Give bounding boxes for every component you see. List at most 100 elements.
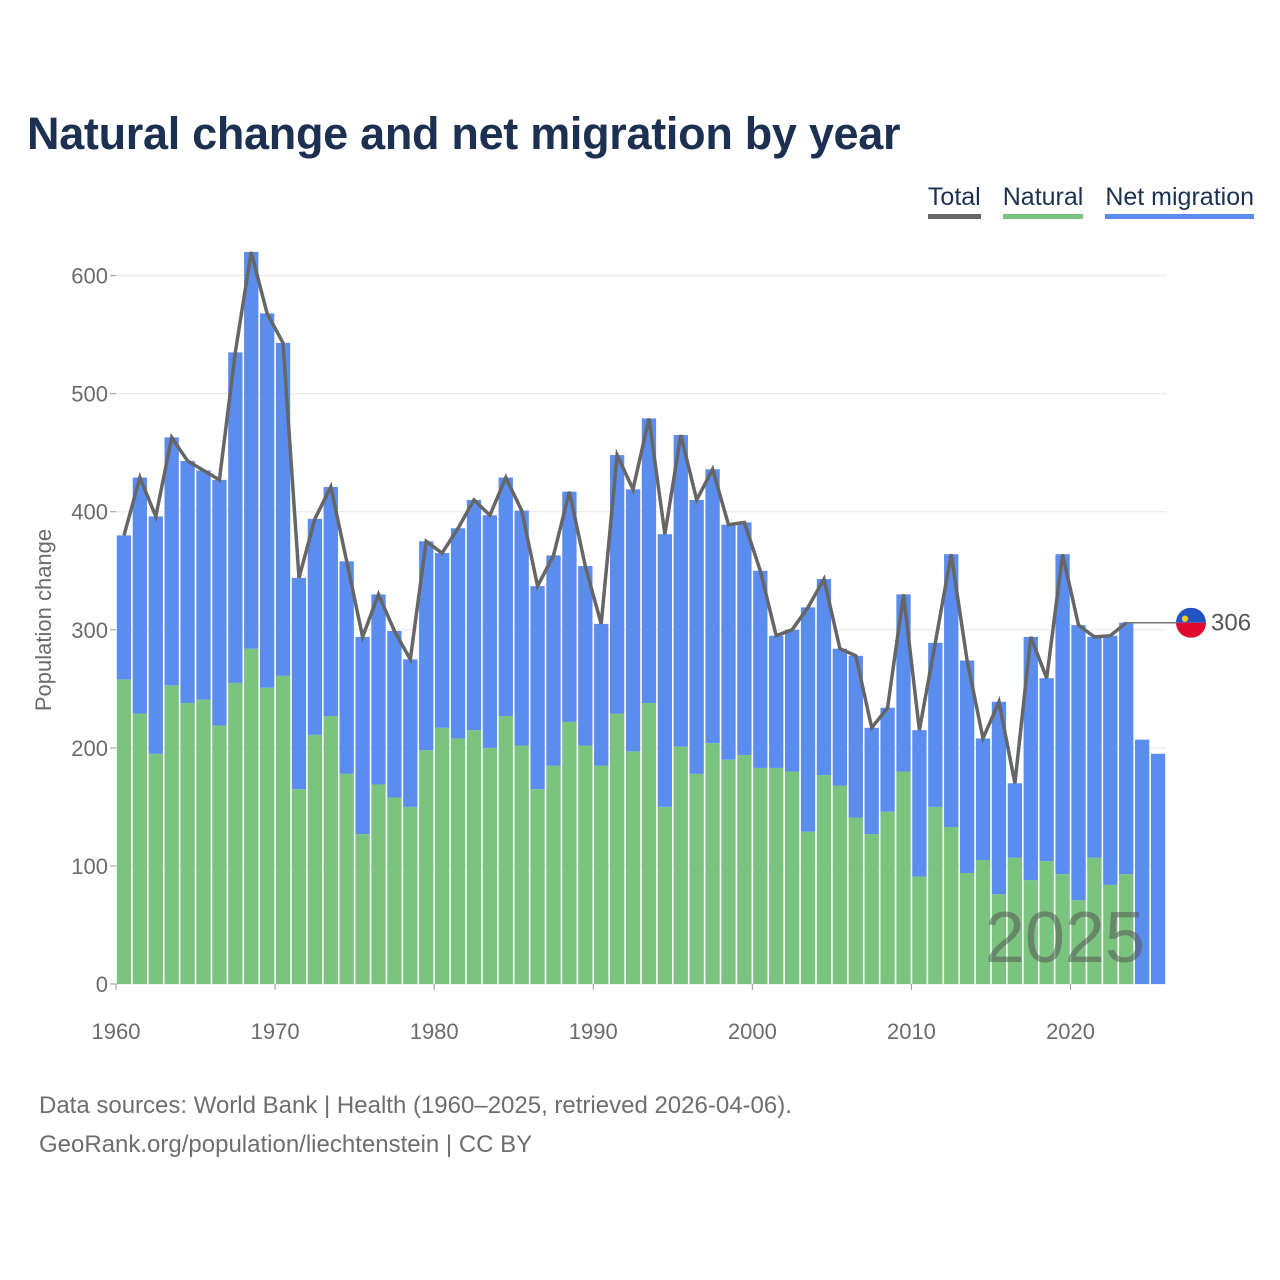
bar-migration-2020 xyxy=(1071,625,1086,901)
bar-migration-1993 xyxy=(641,418,657,704)
bar-natural-1983 xyxy=(482,747,498,984)
legend: Total Natural Net migration xyxy=(927,183,1254,219)
bar-natural-2019 xyxy=(1055,874,1070,984)
bar-natural-2012 xyxy=(944,826,959,984)
bar-natural-1999 xyxy=(737,754,752,984)
footer-sources: Data sources: World Bank | Health (1960–… xyxy=(39,1092,792,1119)
bar-migration-1990 xyxy=(594,623,609,766)
bar-migration-2010 xyxy=(912,730,927,877)
bar-natural-1969 xyxy=(259,687,275,984)
bar-natural-2021 xyxy=(1087,857,1102,984)
bar-migration-2017 xyxy=(1023,636,1038,881)
bar-natural-2005 xyxy=(832,785,848,984)
bar-migration-1994 xyxy=(657,534,673,807)
x-tick-label: 1990 xyxy=(569,1019,618,1044)
bar-natural-1965 xyxy=(196,699,211,984)
x-tick-label: 1980 xyxy=(410,1019,459,1044)
legend-item-net-migration[interactable]: Net migration xyxy=(1105,183,1254,219)
bar-natural-1980 xyxy=(434,727,450,984)
bar-migration-1981 xyxy=(450,528,466,739)
bar-natural-2003 xyxy=(800,831,816,984)
bar-migration-1984 xyxy=(498,477,513,716)
bar-natural-1985 xyxy=(514,745,529,984)
bar-migration-1961 xyxy=(132,477,148,714)
bar-migration-1968 xyxy=(244,252,259,649)
bar-natural-1986 xyxy=(530,789,545,984)
bar-migration-2000 xyxy=(753,570,768,768)
bar-migration-1971 xyxy=(291,577,307,790)
bar-migration-1970 xyxy=(275,342,291,676)
bar-migration-1967 xyxy=(228,352,243,683)
bar-migration-2008 xyxy=(880,707,895,812)
bar-migration-1965 xyxy=(196,470,211,700)
bar-natural-1987 xyxy=(546,765,561,984)
bar-migration-1977 xyxy=(387,630,402,798)
bar-natural-1993 xyxy=(641,703,657,984)
bar-migration-1964 xyxy=(180,460,195,704)
bar-migration-2019 xyxy=(1055,554,1070,875)
total-line-group xyxy=(122,251,1128,784)
bar-natural-1974 xyxy=(339,773,354,984)
bar-migration-1972 xyxy=(307,518,323,735)
flag-red xyxy=(1176,622,1206,638)
x-tick-label: 1960 xyxy=(92,1019,141,1044)
bar-natural-2023 xyxy=(1119,874,1134,984)
legend-item-natural[interactable]: Natural xyxy=(1002,183,1084,219)
bar-natural-1966 xyxy=(212,725,227,984)
bar-migration-2004 xyxy=(816,579,832,776)
bar-natural-2014 xyxy=(975,860,991,984)
bar-migration-1963 xyxy=(164,437,179,686)
bar-migration-1998 xyxy=(721,524,736,760)
flag-blue xyxy=(1176,607,1206,623)
flag-crown xyxy=(1181,615,1189,622)
footer-attribution[interactable]: GeoRank.org/population/liechtenstein | C… xyxy=(39,1131,533,1158)
bar-natural-2001 xyxy=(769,767,784,984)
bar-natural-1988 xyxy=(562,721,577,984)
bar-migration-1980 xyxy=(434,553,450,728)
bar-natural-1979 xyxy=(419,750,434,984)
bar-migration-2011 xyxy=(928,642,943,807)
bar-natural-1992 xyxy=(625,751,641,984)
bar-natural-2018 xyxy=(1039,861,1054,984)
bar-natural-1994 xyxy=(657,806,673,984)
bar-migration-1969 xyxy=(259,313,275,688)
bar-natural-1990 xyxy=(594,765,609,984)
bar-migration-1991 xyxy=(609,455,625,714)
x-tick-label: 2000 xyxy=(728,1019,777,1044)
bar-natural-1973 xyxy=(323,715,338,984)
bar-natural-1971 xyxy=(291,789,307,984)
bar-migration-1986 xyxy=(530,586,545,790)
y-tick-label: 300 xyxy=(71,618,108,643)
bar-natural-1978 xyxy=(403,806,418,984)
bar-migration-2024 xyxy=(1134,739,1150,984)
y-tick-label: 100 xyxy=(71,854,108,879)
bar-natural-2000 xyxy=(753,767,768,984)
footer: Data sources: World Bank | Health (1960–… xyxy=(39,1086,792,1164)
bar-natural-2004 xyxy=(816,775,832,984)
bar-natural-2015 xyxy=(991,894,1007,984)
bar-migration-1987 xyxy=(546,555,561,766)
legend-item-total[interactable]: Total xyxy=(927,183,981,219)
bar-migration-1960 xyxy=(116,535,132,680)
bar-natural-2020 xyxy=(1071,900,1086,984)
bar-migration-2015 xyxy=(991,701,1007,895)
bar-migration-2007 xyxy=(864,727,879,835)
x-axis: 1960 1970 1980 1990 2000 2010 2020 xyxy=(92,984,1095,1044)
bar-migration-1979 xyxy=(419,541,434,751)
bar-migration-2018 xyxy=(1039,678,1054,862)
bar-migration-1982 xyxy=(466,499,482,731)
bar-migration-1975 xyxy=(355,636,370,835)
chart-title: Natural change and net migration by year xyxy=(27,108,901,159)
bar-migration-2002 xyxy=(784,629,800,772)
bar-natural-1967 xyxy=(228,682,243,984)
bar-natural-2017 xyxy=(1023,880,1038,984)
x-tick-label: 2020 xyxy=(1046,1019,1095,1044)
x-tick-label: 1970 xyxy=(251,1019,300,1044)
y-axis-title: Population change xyxy=(31,529,56,711)
bar-natural-1975 xyxy=(355,834,370,984)
bar-natural-2011 xyxy=(928,806,943,984)
bar-migration-1995 xyxy=(673,435,688,747)
flag-icon xyxy=(1176,607,1206,638)
bar-natural-2013 xyxy=(959,873,975,984)
